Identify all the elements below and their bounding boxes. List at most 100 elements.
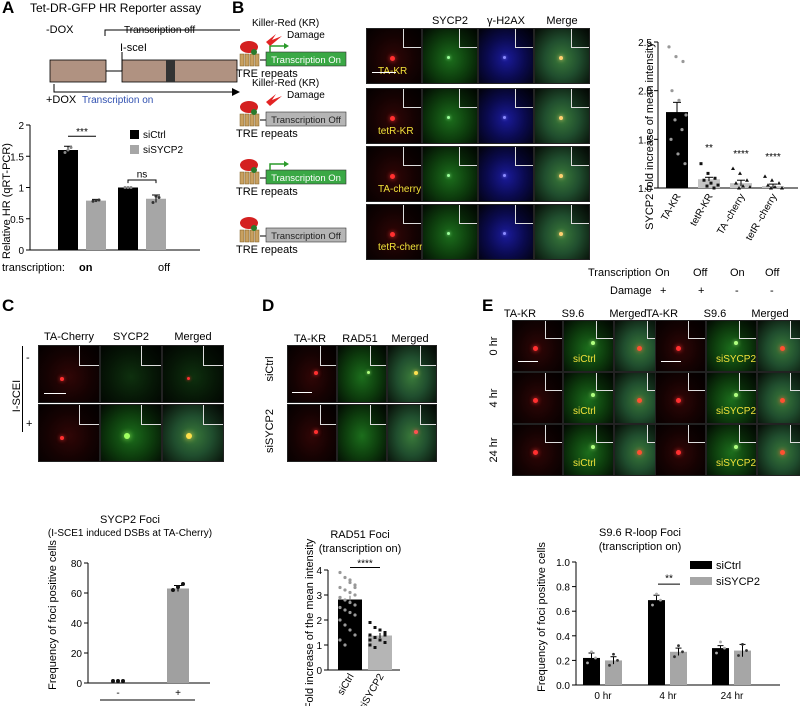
panel-d-col-0: TA-KR	[293, 333, 327, 345]
data-point	[373, 626, 377, 629]
y-tick-label: 4	[316, 566, 322, 577]
tre-construct-schematic: Transcription On	[239, 159, 347, 185]
rad51-image	[337, 345, 387, 403]
tre-repeat	[239, 53, 245, 67]
data-point	[353, 593, 357, 597]
focus-spot	[733, 341, 738, 345]
bar	[605, 660, 622, 685]
transcription-box-label: Transcription Off	[271, 115, 341, 126]
data-point	[338, 585, 342, 590]
zoom-inset	[596, 373, 613, 391]
sycp2-image	[100, 345, 162, 403]
killer-red-image	[366, 204, 422, 260]
focus-spot	[447, 56, 451, 59]
data-point	[780, 186, 784, 190]
zoom-inset	[688, 373, 705, 391]
merged-image	[757, 320, 800, 372]
merge-image	[534, 88, 590, 144]
x-category-label: 24 hr	[721, 691, 744, 702]
reporter-construct-diagram	[49, 29, 240, 96]
focus-spot	[123, 433, 130, 439]
focus-spot	[503, 56, 507, 59]
data-point	[673, 118, 677, 122]
data-point	[674, 55, 678, 59]
panel-d-col-1: RAD51	[342, 333, 378, 345]
y-tick-label: 80	[71, 559, 83, 570]
data-point	[709, 181, 713, 185]
ta-kr-image	[655, 424, 706, 476]
data-point	[368, 621, 372, 624]
arrow-head	[284, 43, 289, 49]
sycp2-image	[422, 146, 478, 202]
data-point	[738, 171, 742, 175]
zoom-inset	[739, 321, 756, 339]
transcription-box	[265, 51, 347, 67]
data-point	[737, 186, 741, 190]
sig-label: **	[665, 574, 673, 585]
data-point	[348, 578, 352, 582]
legend-label: siSYCP2	[143, 145, 183, 156]
tre-repeat	[254, 53, 260, 67]
bar	[146, 198, 166, 250]
panel-e-label: E	[482, 296, 494, 315]
focus-spot	[389, 232, 395, 237]
arrow-line	[269, 45, 284, 52]
y-tick-label: 0	[316, 666, 322, 677]
bar	[698, 179, 720, 188]
transcription-value: Off	[693, 267, 708, 279]
data-point	[343, 608, 347, 612]
merged-image	[387, 345, 437, 403]
merged-image	[387, 404, 437, 462]
killer-red-image	[366, 146, 422, 202]
scale-bar	[372, 72, 396, 73]
data-point	[676, 152, 680, 156]
tre-repeats-label: TRE repeats	[236, 68, 298, 80]
data-point	[383, 641, 387, 644]
s96-image	[563, 372, 614, 424]
h2ax-image	[478, 146, 534, 202]
data-point	[91, 199, 95, 203]
focus-spot	[559, 116, 564, 120]
image-overlay-label: TA-KR	[378, 66, 407, 77]
y-tick-label: 0	[18, 246, 24, 257]
zoom-inset	[402, 205, 421, 225]
tet-shape	[251, 167, 257, 173]
panel-a-xlabel: transcription:	[2, 262, 65, 274]
focus-spot	[314, 430, 319, 435]
bar	[118, 187, 138, 250]
focus-spot	[780, 450, 786, 455]
zoom-inset	[140, 405, 161, 426]
legend-swatch	[690, 577, 712, 585]
merge-image	[534, 204, 590, 260]
data-point	[770, 178, 774, 182]
ta-kr-image	[512, 372, 563, 424]
data-point	[684, 113, 688, 117]
y-tick-label: 2.5	[638, 38, 652, 49]
data-point	[338, 570, 342, 575]
data-point	[343, 598, 347, 602]
data-point	[706, 171, 710, 175]
data-point	[368, 643, 372, 647]
scale-bar	[518, 361, 538, 362]
panel-d-label: D	[262, 296, 275, 315]
zoom-inset	[545, 425, 562, 443]
legend-swatch	[130, 130, 139, 139]
panel-c-row-sign-0: -	[26, 352, 30, 364]
data-point	[373, 646, 377, 649]
focus-spot	[637, 450, 643, 455]
x-category-label: 0 hr	[594, 691, 612, 702]
data-point	[731, 166, 735, 171]
ta-kr-image	[655, 320, 706, 372]
data-point	[673, 655, 676, 659]
s96-image	[563, 424, 614, 476]
data-point	[154, 194, 158, 198]
x-category-label: +	[175, 688, 181, 699]
focus-spot	[414, 430, 419, 435]
data-point	[681, 650, 684, 654]
ta-kr-image	[512, 424, 563, 476]
data-point	[608, 663, 611, 667]
data-point	[94, 199, 98, 203]
data-point	[343, 623, 347, 627]
panel-c-col-1: SYCP2	[112, 331, 150, 343]
tre-repeat	[244, 229, 250, 243]
